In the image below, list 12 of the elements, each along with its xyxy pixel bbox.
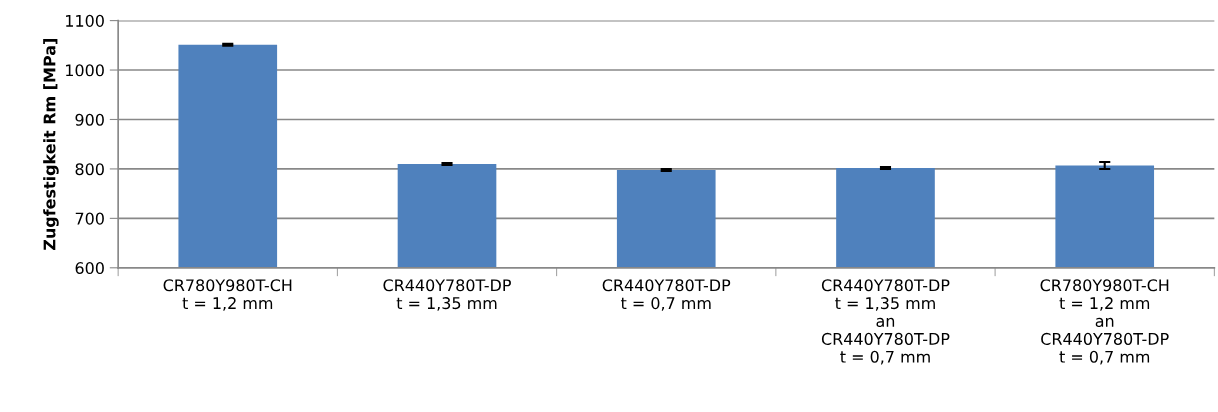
x-tick-label: CR440Y780T-DP t = 1,35 mm (383, 279, 511, 311)
y-tick-label: 1100 (66, 14, 104, 27)
y-tick-label: 900 (75, 113, 104, 126)
x-tick-label: CR780Y980T-CH t = 1,2 mm (163, 279, 292, 311)
y-axis-title: Zugfestigkeit Rm [MPa] (43, 39, 59, 250)
y-tick-label: 600 (75, 262, 104, 275)
x-tick-label: CR440Y780T-DP t = 0,7 mm (602, 279, 731, 311)
x-tick-label: CR440Y780T-DP t = 1,35 mm an CR440Y780T-DP t = 0,7 mm (821, 279, 950, 365)
y-tick-label: 800 (75, 163, 104, 176)
y-tick-label: 1000 (66, 64, 104, 77)
y-tick-label: 700 (75, 212, 104, 225)
x-tick-label: CR780Y980T-CH t = 1,2 mm an CR440Y780T-DP t = 0,7 mm (1040, 279, 1169, 365)
